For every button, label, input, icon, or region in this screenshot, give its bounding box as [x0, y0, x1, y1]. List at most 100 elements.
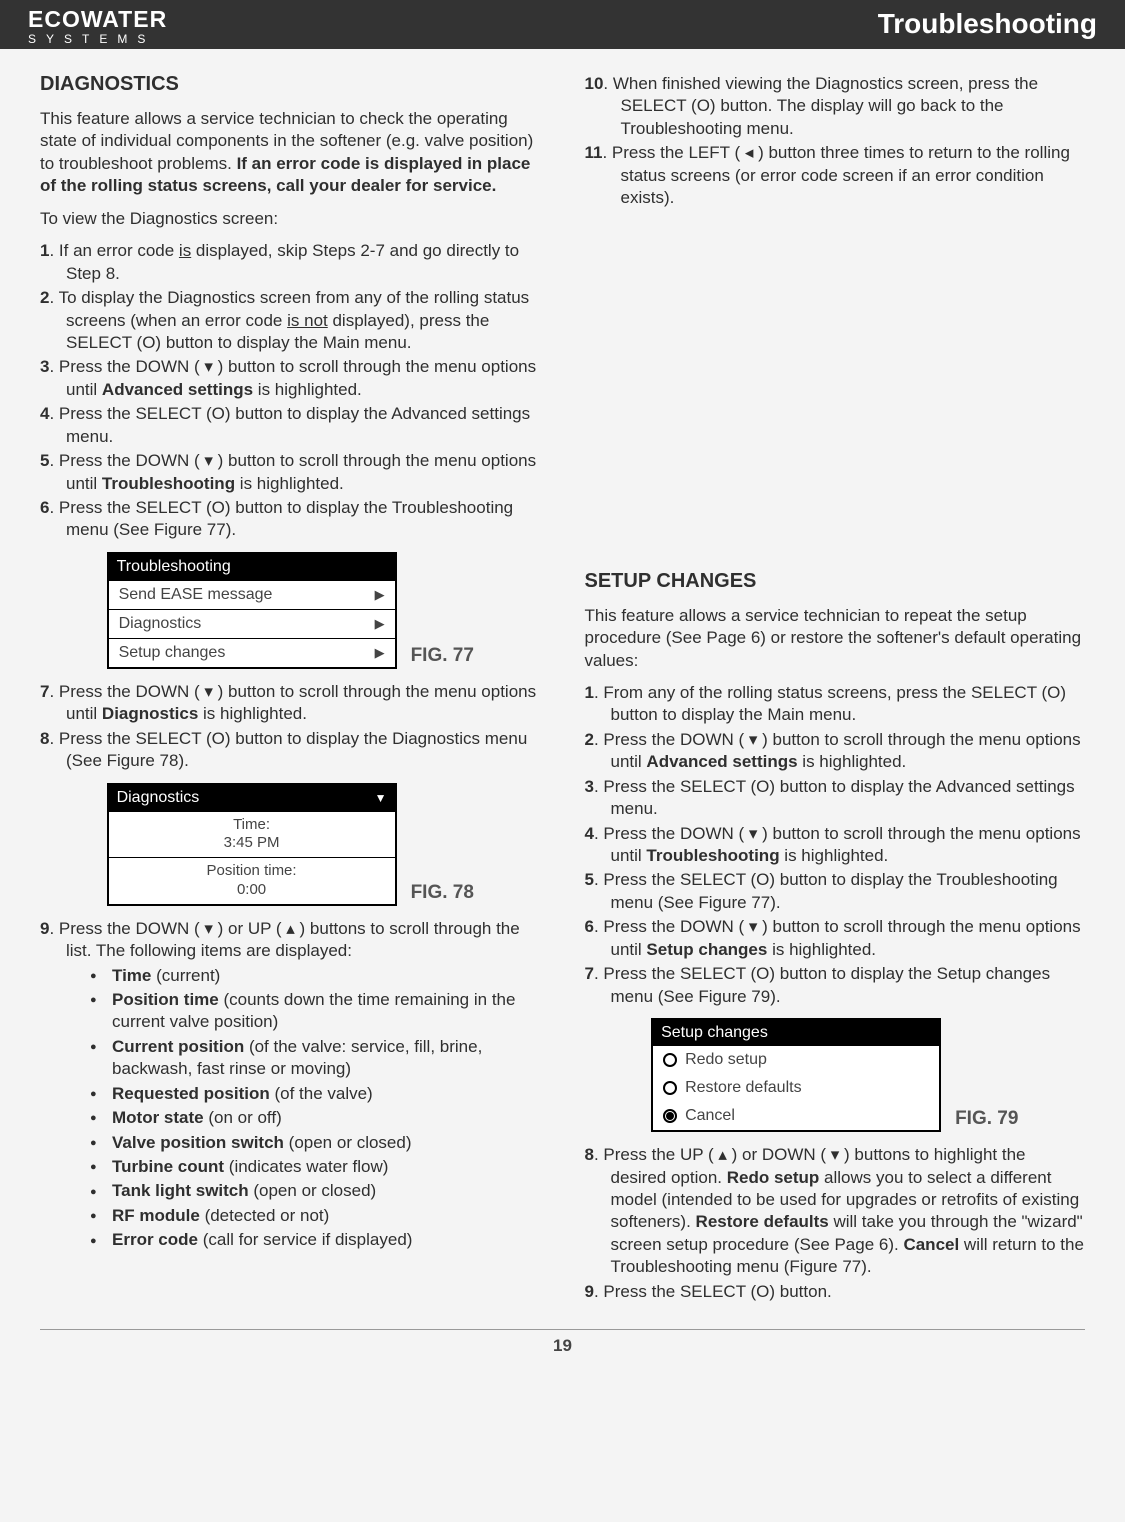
setup-changes-steps-1-7: 1. From any of the rolling status screen… [585, 682, 1086, 1008]
lcd-row-time: Time: 3:45 PM [109, 811, 395, 858]
lcd-title-text: Troubleshooting [117, 558, 231, 576]
list-item: Turbine count (indicates water flow) [90, 1156, 541, 1178]
lcd-label: Position time: [109, 862, 395, 881]
figure-79: Setup changes Redo setup Restore default… [585, 1018, 1086, 1132]
option-label: Cancel [685, 1107, 735, 1125]
page-header-title: Troubleshooting [878, 8, 1097, 40]
right-column: 10. When finished viewing the Diagnostic… [585, 73, 1086, 1305]
setup-step-3: 3. Press the SELECT (O) button to displa… [585, 776, 1086, 821]
diagnostics-bullet-list: Time (current)Position time (counts down… [90, 965, 541, 1252]
left-column: DIAGNOSTICS This feature allows a servic… [40, 73, 541, 1305]
step-bold: Restore defaults [696, 1212, 829, 1231]
step-9: 9. Press the DOWN ( ▾ ) or UP ( ▴ ) butt… [40, 918, 541, 963]
bullet-rest: (on or off) [204, 1108, 282, 1127]
step-text: . Press the SELECT (O) button to display… [49, 404, 530, 445]
list-item: Valve position switch (open or closed) [90, 1132, 541, 1154]
bullet-rest: (open or closed) [284, 1133, 412, 1152]
step-num: 10 [585, 74, 604, 93]
setup-step-1: 1. From any of the rolling status screen… [585, 682, 1086, 727]
step-text: . Press the SELECT (O) button to display… [49, 729, 527, 770]
lcd-title-text: Diagnostics [117, 789, 200, 807]
step-text-b: is highlighted. [798, 752, 907, 771]
step-3: 3. Press the DOWN ( ▾ ) button to scroll… [40, 356, 541, 401]
list-item: Requested position (of the valve) [90, 1083, 541, 1105]
step-text-b: is highlighted. [235, 474, 344, 493]
step-num: 7 [585, 964, 594, 983]
list-item: Error code (call for service if displaye… [90, 1229, 541, 1251]
radio-selected-icon [663, 1109, 677, 1123]
brand-line-1: ECOWATER [28, 8, 167, 31]
bullet-rest: (of the valve) [270, 1084, 373, 1103]
lcd-troubleshooting-menu: Troubleshooting Send EASE message ▶ Diagn… [107, 552, 397, 669]
step-text-b: is highlighted. [198, 704, 307, 723]
lcd-row-send-ease: Send EASE message ▶ [109, 580, 395, 609]
page-content: DIAGNOSTICS This feature allows a servic… [0, 49, 1125, 1305]
setup-changes-steps-8-9: 8. Press the UP ( ▴ ) or DOWN ( ▾ ) butt… [585, 1144, 1086, 1303]
step-bold: Cancel [903, 1235, 959, 1254]
step-text: . Press the SELECT (O) button. [594, 1282, 832, 1301]
lcd-option-restore-defaults: Restore defaults [653, 1074, 939, 1102]
column-spacer [585, 212, 1086, 570]
step-8: 8. Press the SELECT (O) button to displa… [40, 728, 541, 773]
step-text: . Press the LEFT ( ◂ ) button three time… [602, 143, 1069, 207]
bullet-bold: Error code [112, 1230, 198, 1249]
chevron-right-icon: ▶ [375, 616, 385, 632]
step-text: . Press the SELECT (O) button to display… [594, 777, 1075, 818]
lcd-row-label: Send EASE message [119, 586, 273, 604]
step-underline: is not [287, 311, 328, 330]
option-label: Restore defaults [685, 1079, 802, 1097]
step-text-b: is highlighted. [767, 940, 876, 959]
page-header-bar: ECOWATER SYSTEMS Troubleshooting [0, 0, 1125, 49]
step-bold: Redo setup [727, 1168, 820, 1187]
bullet-rest: (open or closed) [249, 1181, 377, 1200]
lcd-row-label: Setup changes [119, 644, 226, 662]
setup-changes-heading: SETUP CHANGES [585, 570, 1086, 593]
step-underline: is [179, 241, 191, 260]
brand-line-2: SYSTEMS [28, 33, 167, 45]
lcd-row-diagnostics: Diagnostics ▶ [109, 609, 395, 638]
step-text: . Press the SELECT (O) button to display… [594, 964, 1050, 1005]
figure-79-caption: FIG. 79 [955, 1108, 1018, 1130]
lcd-row-position-time: Position time: 0:00 [109, 857, 395, 904]
lcd-row-label: Diagnostics [119, 615, 202, 633]
step-num: 8 [585, 1145, 594, 1164]
option-label: Redo setup [685, 1051, 767, 1069]
lcd-title: Setup changes [653, 1020, 939, 1046]
bullet-bold: Tank light switch [112, 1181, 249, 1200]
step-text-b: is highlighted. [253, 380, 362, 399]
step-text: . When finished viewing the Diagnostics … [603, 74, 1038, 138]
step-10: 10. When finished viewing the Diagnostic… [585, 73, 1086, 140]
step-5: 5. Press the DOWN ( ▾ ) button to scroll… [40, 450, 541, 495]
step-11: 11. Press the LEFT ( ◂ ) button three ti… [585, 142, 1086, 209]
diagnostics-steps-10-11: 10. When finished viewing the Diagnostic… [585, 73, 1086, 210]
lcd-label: Time: [109, 816, 395, 835]
step-bold: Setup changes [646, 940, 767, 959]
bullet-bold: Turbine count [112, 1157, 224, 1176]
step-text: . From any of the rolling status screens… [594, 683, 1066, 724]
step-num: 2 [585, 730, 594, 749]
lcd-row-setup-changes: Setup changes▶ [109, 638, 395, 667]
step-text: . Press the SELECT (O) button to display… [49, 498, 513, 539]
brand-logo: ECOWATER SYSTEMS [28, 8, 167, 45]
step-text: . Press the DOWN ( ▾ ) or UP ( ▴ ) butto… [49, 919, 519, 960]
step-num: 4 [585, 824, 594, 843]
list-item: Current position (of the valve: service,… [90, 1036, 541, 1081]
lcd-title-text: Setup changes [661, 1024, 768, 1042]
bullet-bold: RF module [112, 1206, 200, 1225]
setup-step-2: 2. Press the DOWN ( ▾ ) button to scroll… [585, 729, 1086, 774]
chevron-right-icon: ▶ [375, 587, 385, 603]
page-number: 19 [0, 1336, 1125, 1356]
step-bold: Troubleshooting [102, 474, 235, 493]
diagnostics-heading: DIAGNOSTICS [40, 73, 541, 96]
list-item: Position time (counts down the time rema… [90, 989, 541, 1034]
footer-rule [40, 1329, 1085, 1330]
to-view-line: To view the Diagnostics screen: [40, 208, 541, 230]
lcd-setup-changes-menu: Setup changes Redo setup Restore default… [651, 1018, 941, 1132]
step-num: 6 [585, 917, 594, 936]
lcd-value: 0:00 [109, 881, 395, 900]
bullet-bold: Motor state [112, 1108, 204, 1127]
step-num: 5 [585, 870, 594, 889]
step-2: 2. To display the Diagnostics screen fro… [40, 287, 541, 354]
diagnostics-steps-7-8: 7. Press the DOWN ( ▾ ) button to scroll… [40, 681, 541, 773]
bullet-bold: Requested position [112, 1084, 270, 1103]
